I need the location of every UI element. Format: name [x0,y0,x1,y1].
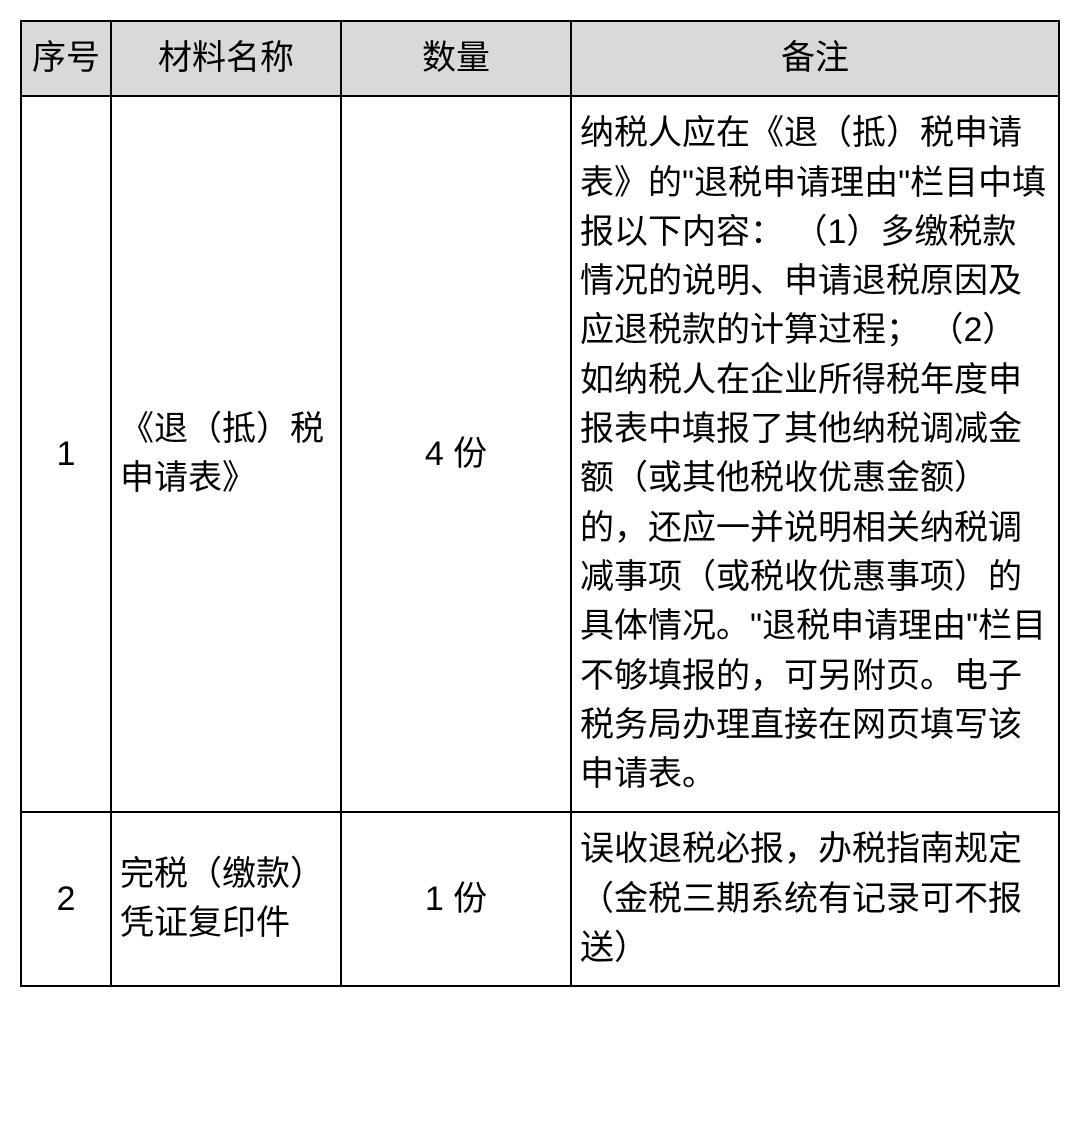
col-header-num: 序号 [21,21,111,96]
cell-num: 1 [21,96,111,812]
col-header-note: 备注 [571,21,1059,96]
materials-table: 序号 材料名称 数量 备注 1 《退（抵）税申请表》 4 份 纳税人应在《退（抵… [20,20,1060,987]
cell-note: 纳税人应在《退（抵）税申请表》的"退税申请理由"栏目中填报以下内容： （1）多缴… [571,96,1059,812]
table-row: 1 《退（抵）税申请表》 4 份 纳税人应在《退（抵）税申请表》的"退税申请理由… [21,96,1059,812]
cell-name: 《退（抵）税申请表》 [111,96,341,812]
table-header-row: 序号 材料名称 数量 备注 [21,21,1059,96]
cell-name: 完税（缴款）凭证复印件 [111,812,341,986]
col-header-name: 材料名称 [111,21,341,96]
cell-num: 2 [21,812,111,986]
page: 序号 材料名称 数量 备注 1 《退（抵）税申请表》 4 份 纳税人应在《退（抵… [0,0,1080,1007]
cell-qty: 1 份 [341,812,571,986]
cell-qty: 4 份 [341,96,571,812]
cell-note: 误收退税必报，办税指南规定（金税三期系统有记录可不报送） [571,812,1059,986]
table-row: 2 完税（缴款）凭证复印件 1 份 误收退税必报，办税指南规定（金税三期系统有记… [21,812,1059,986]
col-header-qty: 数量 [341,21,571,96]
